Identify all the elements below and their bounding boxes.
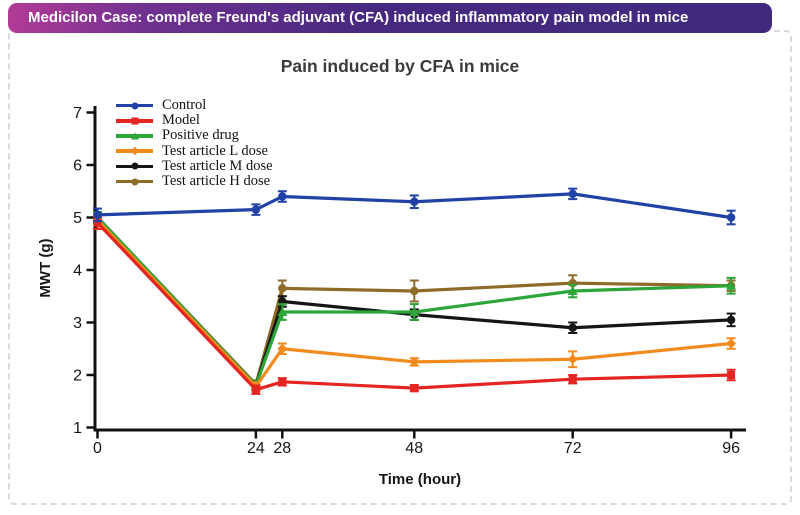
diamond-marker-icon [130, 146, 139, 156]
y-tick-label: 4 [73, 263, 82, 280]
data-point-marker [568, 189, 577, 199]
series-line-model [96, 221, 732, 392]
circle-marker-icon [131, 162, 138, 170]
y-tick-label: 1 [73, 420, 82, 437]
legend-swatch [116, 146, 153, 156]
data-point-marker [277, 343, 288, 354]
data-point-marker [278, 377, 287, 386]
legend-label: Positive drug [162, 127, 239, 144]
data-point-marker [409, 307, 420, 316]
legend-swatch [116, 178, 153, 186]
x-tick-label: 24 [247, 440, 265, 457]
legend-swatch [116, 132, 153, 140]
legend-swatch [116, 102, 153, 110]
square-marker-icon [131, 117, 138, 125]
case-banner: Medicilon Case: complete Freund's adjuva… [8, 3, 772, 33]
data-point-marker [409, 356, 420, 367]
circle-marker-icon [131, 178, 138, 186]
triangle-marker-icon [130, 132, 139, 140]
legend-item-control: Control [116, 98, 273, 113]
x-axis-label: Time (hour) [378, 471, 462, 488]
x-tick-label: 0 [93, 440, 102, 457]
data-point-marker [727, 371, 736, 379]
data-point-marker [277, 307, 288, 316]
data-point-marker [410, 384, 419, 393]
legend-item-model: Model [116, 113, 273, 128]
legend-label: Test article H dose [162, 173, 271, 190]
data-point-marker [567, 354, 578, 365]
circle-marker-icon [131, 102, 138, 110]
x-tick-label: 48 [405, 440, 423, 457]
data-point-marker [93, 210, 102, 220]
data-point-marker [726, 338, 737, 349]
data-point-marker [567, 286, 578, 295]
case-banner-text: Medicilon Case: complete Freund's adjuva… [28, 9, 689, 26]
legend-item-test-article-m-dose: Test article M dose [116, 157, 273, 174]
data-point-marker [93, 218, 102, 227]
legend-label: Test article L dose [162, 142, 268, 159]
data-point-marker [726, 315, 736, 325]
y-tick-label: 2 [73, 368, 82, 385]
data-point-marker [251, 205, 261, 214]
data-point-marker [251, 385, 260, 394]
legend-item-positive-drug: Positive drug [116, 128, 273, 143]
data-point-marker [278, 284, 287, 293]
data-point-marker [410, 286, 419, 296]
chart-title: Pain induced by CFA in mice [280, 56, 520, 76]
series-line-control [97, 192, 732, 220]
y-tick-label: 5 [73, 210, 82, 227]
x-tick-label: 72 [564, 440, 582, 457]
data-point-marker [410, 197, 419, 206]
data-point-marker [568, 375, 577, 384]
legend-label: Control [162, 97, 207, 114]
y-tick-label: 6 [73, 158, 82, 175]
data-point-marker [568, 323, 577, 332]
data-point-marker [278, 192, 287, 201]
legend-item-test-article-h-dose: Test article H dose [116, 174, 273, 189]
legend-label: Test article M dose [162, 157, 273, 174]
chart-legend: Control Model Positive drug Test article L … [116, 98, 273, 189]
legend-item-test-article-l-dose: Test article L dose [116, 142, 273, 159]
y-tick-label: 7 [73, 105, 82, 122]
legend-swatch [116, 162, 153, 170]
y-tick-label: 3 [73, 315, 82, 332]
legend-label: Model [162, 112, 200, 129]
data-point-marker [726, 213, 736, 222]
series-line-test-article-l-dose [96, 219, 732, 389]
x-tick-label: 28 [273, 440, 291, 457]
x-tick-label: 96 [722, 440, 740, 457]
data-point-marker [726, 280, 737, 290]
legend-swatch [116, 117, 153, 125]
